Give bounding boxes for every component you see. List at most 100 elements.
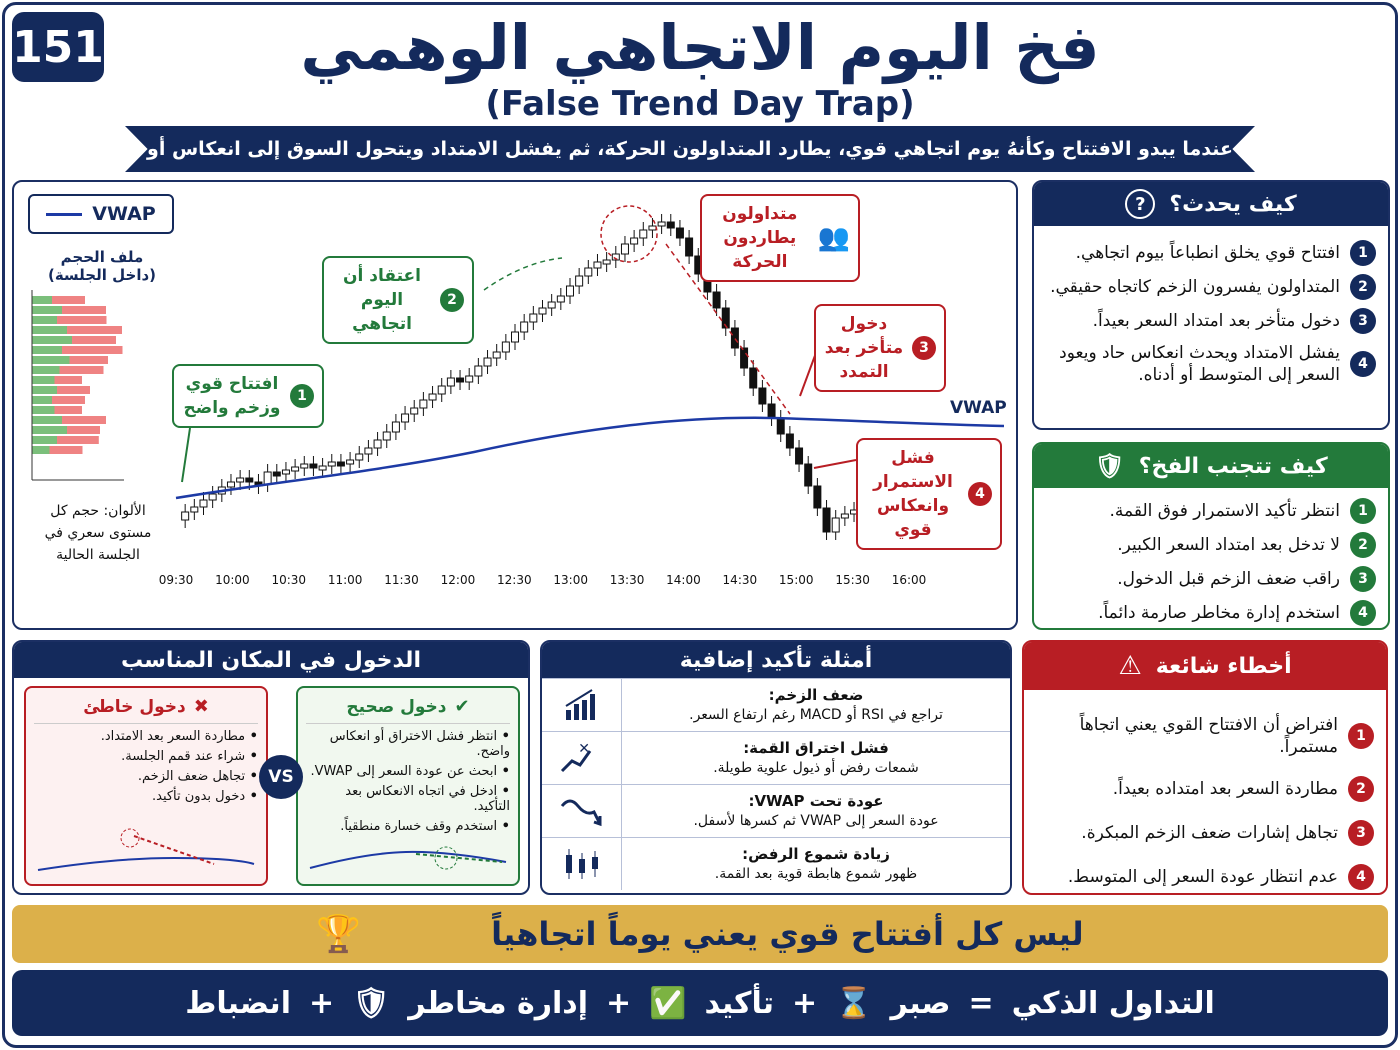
item-text: تجاهل إشارات ضعف الزخم المبكرة. (1081, 823, 1338, 843)
callout-strong-open: 1 افتتاح قوي وزخم واضح (172, 364, 324, 428)
volume-bar-green (32, 376, 55, 384)
callout-number: 3 (912, 336, 936, 360)
entry-panel: الدخول في المكان المناسب ✔ دخول صحيح انتظ… (12, 640, 530, 895)
list-item: 4 استخدم إدارة مخاطر صارمة دائماً. (1046, 600, 1376, 626)
bull-candle (446, 377, 455, 387)
bullet-item: ابحث عن عودة السعر إلى VWAP. (306, 764, 510, 779)
page-title: فخ اليوم الاتجاهي الوهمي (300, 11, 1100, 84)
avoid-header: كيف تتجنب الفخ؟ 🛡 (1034, 444, 1388, 488)
reversal-arrow (665, 243, 791, 415)
how-header: كيف يحدث؟ ? (1034, 182, 1388, 226)
bull-candle (501, 341, 510, 353)
confirm-row: زيادة شموع الرفض: ظهور شموع هابطة قوية بع… (542, 837, 1010, 890)
formula-footer: التداول الذكي = صبر ⌛ + تأكيد ✅ + إدارة … (12, 970, 1388, 1036)
confirm-heading: عودة تحت VWAP: (748, 792, 884, 810)
volume-bar-red (59, 366, 104, 374)
confirm-text: فشل اختراق القمة: شمعات رفض أو ذيول علوية… (622, 738, 1010, 778)
bear-candle (675, 227, 684, 239)
time-tick-label: 14:00 (666, 573, 701, 587)
time-tick-label: 09:30 (159, 573, 194, 587)
list-item: 1 افتراض أن الافتتاح القوي يعني اتجاهاً م… (1036, 714, 1374, 758)
volume-bar-red (57, 386, 90, 394)
bear-candle (456, 377, 465, 383)
volume-bar-green (32, 366, 60, 374)
volume-bar-red (62, 416, 106, 424)
confirm-header: أمثلة تأكيد إضافية (542, 642, 1010, 678)
callout-number: 2 (440, 288, 464, 312)
mistakes-header: أخطاء شائعة ⚠ (1024, 642, 1386, 690)
check-circle-icon: ✅ (649, 985, 687, 1021)
list-item: 4 يفشل الامتداد ويحدث انعكاس حاد ويعود ال… (1046, 342, 1376, 386)
bear-candle (712, 291, 721, 309)
bull-candle (327, 461, 336, 467)
bull-candle (346, 459, 355, 465)
bull-candle (355, 453, 364, 461)
how-list: 1 افتتاح قوي يخلق انطباعاً بيوم اتجاهي. 2 ا… (1034, 226, 1388, 400)
shield-check-icon: 🛡 (1094, 452, 1125, 480)
bullet-item: انتظر فشل الاختراق أو انعكاس واضح. (306, 729, 510, 759)
bull-candle (291, 466, 300, 472)
item-number: 3 (1348, 820, 1374, 846)
volume-bar-red (49, 446, 83, 454)
bear-candle (336, 461, 345, 467)
time-tick-label: 10:30 (271, 573, 306, 587)
item-text: المتداولون يفسرون الزخم كاتجاه حقيقي. (1050, 277, 1340, 297)
callout-number: 4 (968, 482, 992, 506)
bull-candle (428, 393, 437, 401)
vwap-line (175, 416, 1005, 500)
mistakes-panel: أخطاء شائعة ⚠ 1 افتراض أن الافتتاح القوي … (1022, 640, 1388, 895)
item-number: 4 (1350, 351, 1376, 377)
wave-down-icon (542, 785, 622, 837)
confirm-row: عودة تحت VWAP: عودة السعر إلى VWAP ثم كسر… (542, 784, 1010, 837)
wrong-entry-header: ✖ دخول خاطئ (34, 692, 258, 724)
bullet-item: دخول بدون تأكيد. (34, 789, 258, 804)
bull-candle (236, 477, 245, 483)
volume-profile-title: ملف الحجم (داخل الجلسة) (32, 248, 172, 284)
bull-candle (620, 243, 629, 255)
mistakes-list: 1 افتراض أن الافتتاح القوي يعني اتجاهاً م… (1024, 690, 1386, 893)
volume-bar-green (32, 356, 70, 364)
open-arrow (181, 427, 191, 483)
time-tick-label: 12:30 (497, 573, 532, 587)
bull-candle (318, 465, 327, 471)
time-tick-label: 15:00 (779, 573, 814, 587)
callout-late-entry: 3 دخول متأخر بعد التمدد (814, 304, 946, 392)
banner-text: ليس كل أفتتاح قوي يعني يوماً اتجاهياً (491, 915, 1084, 953)
hourglass-icon: ⌛ (835, 985, 873, 1021)
bear-candle (749, 367, 758, 389)
volume-bar-green (32, 446, 50, 454)
time-tick-label: 13:30 (610, 573, 645, 587)
candles-icon (542, 838, 622, 890)
bear-candle (795, 447, 804, 465)
volume-bar-green (32, 316, 57, 324)
volume-bar-red (62, 306, 106, 314)
time-tick-label: 11:00 (328, 573, 363, 587)
confirm-detail: تراجع في RSI أو MACD رغم ارتفاع السعر. (689, 707, 943, 723)
item-number: 1 (1348, 723, 1374, 749)
key-banner: ليس كل أفتتاح قوي يعني يوماً اتجاهياً 🏆 (12, 905, 1388, 963)
confirm-row: فشل اختراق القمة: شمعات رفض أو ذيول علوية… (542, 731, 1010, 784)
volume-note: الألوان: حجم كل مستوى سعري في الجلسة الح… (44, 503, 152, 563)
right-entry-title: دخول صحيح (346, 696, 447, 717)
confirm-rows: ضعف الزخم: تراجع في RSI أو MACD رغم ارتفا… (542, 678, 1010, 890)
bear-candle (740, 347, 749, 369)
vs-badge: VS (259, 755, 303, 799)
item-text: افتراض أن الافتتاح القوي يعني اتجاهاً مس… (1079, 715, 1338, 757)
time-tick-label: 16:00 (892, 573, 927, 587)
bull-candle (465, 375, 474, 383)
callout-trend-belief: 2 اعتقاد أن اليوم اتجاهي (322, 256, 474, 344)
bear-candle (785, 433, 794, 449)
bear-candle (666, 221, 675, 229)
bull-candle (840, 513, 849, 519)
bullet-item: شراء عند قمم الجلسة. (34, 749, 258, 764)
formula-risk-management: إدارة مخاطر (408, 985, 588, 1021)
warning-icon: ⚠ (1118, 651, 1142, 681)
volume-bar-green (32, 406, 55, 414)
entry-header: الدخول في المكان المناسب (14, 642, 528, 678)
wrong-entry-list: مطاردة السعر بعد الامتداد. شراء عند قمم ا… (34, 729, 258, 804)
time-tick-label: 14:30 (723, 573, 758, 587)
volume-bar-green (32, 436, 57, 444)
list-item: 3 راقب ضعف الزخم قبل الدخول. (1046, 566, 1376, 592)
right-entry-header: ✔ دخول صحيح (306, 692, 510, 724)
